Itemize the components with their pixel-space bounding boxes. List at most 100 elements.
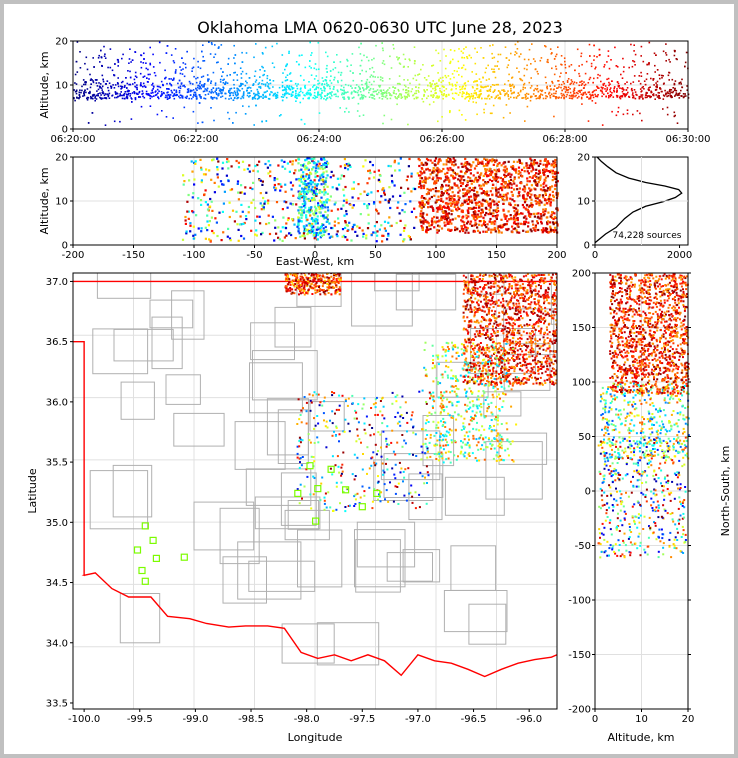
source-point <box>508 180 511 183</box>
source-point <box>620 73 622 76</box>
source-point <box>397 58 399 61</box>
source-point <box>422 222 425 225</box>
source-point <box>334 201 337 204</box>
source-point <box>84 89 86 91</box>
source-point <box>205 89 208 91</box>
source-point <box>633 50 635 52</box>
source-point <box>497 188 500 191</box>
source-point <box>336 230 339 233</box>
source-point <box>246 89 248 92</box>
source-point <box>536 183 539 186</box>
source-point <box>423 197 426 200</box>
source-point <box>506 197 509 200</box>
source-point <box>353 96 355 99</box>
source-point <box>482 184 485 187</box>
source-point <box>473 230 477 233</box>
source-point <box>639 82 642 85</box>
source-point <box>550 93 553 95</box>
source-point <box>553 226 557 229</box>
source-point <box>501 189 504 192</box>
source-point <box>472 94 475 97</box>
source-point <box>531 167 534 170</box>
source-point <box>440 217 443 220</box>
source-point <box>128 62 130 64</box>
source-point <box>483 111 485 114</box>
source-point <box>441 200 445 203</box>
source-point <box>546 189 549 192</box>
source-point <box>456 70 458 73</box>
source-point <box>181 96 183 99</box>
source-point <box>200 227 203 230</box>
source-point <box>579 89 581 92</box>
source-point <box>180 69 183 71</box>
source-point <box>314 97 316 100</box>
source-point <box>368 91 370 94</box>
source-point <box>535 172 538 175</box>
source-point <box>544 208 547 211</box>
source-point <box>668 58 670 61</box>
source-point <box>648 62 650 64</box>
source-point <box>578 84 580 87</box>
source-point <box>532 313 535 315</box>
source-point <box>382 92 384 94</box>
source-point <box>248 92 251 95</box>
source-point <box>327 93 330 95</box>
source-point <box>466 222 469 225</box>
source-point <box>461 88 463 90</box>
source-point <box>393 161 396 164</box>
source-point <box>487 194 490 197</box>
source-point <box>448 208 451 211</box>
source-point <box>423 170 426 173</box>
source-point <box>259 179 262 182</box>
source-point <box>136 84 138 86</box>
source-point <box>318 162 321 165</box>
source-point <box>184 222 187 225</box>
source-point <box>591 100 594 102</box>
source-point <box>383 63 386 66</box>
source-point <box>622 70 625 73</box>
source-point <box>574 95 576 98</box>
source-point <box>437 120 439 123</box>
source-point <box>380 89 382 92</box>
source-point <box>427 84 429 87</box>
source-point <box>666 106 669 109</box>
county-line <box>149 299 194 329</box>
source-point <box>549 85 551 87</box>
source-point <box>316 215 319 218</box>
source-point <box>436 85 438 87</box>
source-point <box>246 167 249 171</box>
source-point <box>348 98 350 100</box>
source-point <box>499 96 501 99</box>
county-line <box>373 459 434 501</box>
source-count-label: 74,228 sources <box>613 231 682 241</box>
source-point <box>236 79 239 81</box>
source-point <box>310 54 312 56</box>
source-point <box>298 193 301 196</box>
source-point <box>548 193 552 196</box>
source-point <box>465 217 468 220</box>
source-point <box>518 190 521 194</box>
source-point <box>74 73 77 76</box>
source-point <box>296 87 299 90</box>
source-point <box>277 164 280 167</box>
source-point <box>309 89 311 92</box>
source-point <box>119 120 121 123</box>
source-point <box>492 71 494 73</box>
source-point <box>398 62 401 64</box>
source-point <box>601 90 603 93</box>
source-point <box>325 177 328 180</box>
source-point <box>249 186 252 189</box>
source-point <box>478 231 481 234</box>
source-point <box>197 86 199 89</box>
source-point <box>579 91 581 93</box>
source-point <box>185 66 187 69</box>
source-point <box>459 170 462 173</box>
source-point <box>648 41 651 44</box>
source-point <box>101 85 104 88</box>
source-point <box>466 57 469 60</box>
source-point <box>500 195 503 198</box>
source-point <box>240 77 243 79</box>
source-point <box>447 450 450 453</box>
source-point <box>183 106 186 109</box>
source-point <box>536 85 539 87</box>
